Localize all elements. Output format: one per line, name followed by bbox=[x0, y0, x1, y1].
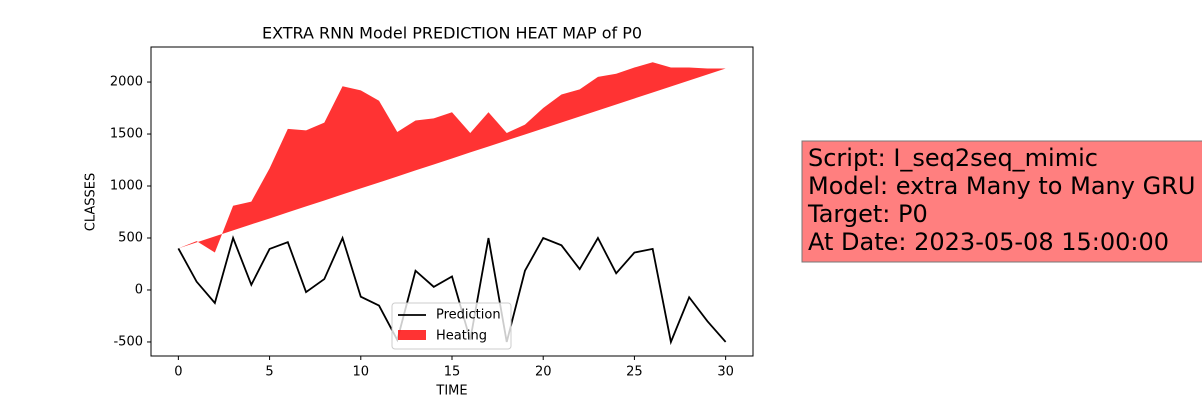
y-tick-label: 1000 bbox=[110, 179, 143, 194]
annotation-text: Script: I_seq2seq_mimic bbox=[808, 144, 1098, 172]
x-tick-label: 0 bbox=[174, 365, 182, 380]
legend-swatch bbox=[398, 330, 426, 340]
x-tick-label: 5 bbox=[265, 365, 273, 380]
x-tick-label: 20 bbox=[535, 365, 552, 380]
prediction-line bbox=[177, 235, 727, 346]
heating-area bbox=[178, 62, 726, 253]
annotation-text: At Date: 2023-05-08 15:00:00 bbox=[808, 228, 1169, 256]
x-tick-label: 25 bbox=[626, 365, 643, 380]
x-axis-label: TIME bbox=[435, 384, 467, 399]
chart-title: EXTRA RNN Model PREDICTION HEAT MAP of P… bbox=[262, 24, 642, 43]
annotation-text: Target: P0 bbox=[807, 200, 928, 228]
legend-label: Heating bbox=[436, 329, 487, 344]
y-tick-label: 0 bbox=[135, 282, 143, 297]
x-tick-label: 10 bbox=[353, 365, 370, 380]
plot-frame bbox=[150, 46, 754, 357]
y-axis-label: CLASSES bbox=[84, 173, 99, 231]
y-tick-label: -500 bbox=[113, 334, 143, 349]
y-tick-label: 1500 bbox=[110, 127, 143, 142]
y-tick-label: 500 bbox=[118, 230, 143, 245]
x-tick-label: 30 bbox=[717, 365, 734, 380]
annotation-text: Model: extra Many to Many GRU bbox=[808, 172, 1195, 200]
y-tick-label: 2000 bbox=[110, 75, 143, 90]
legend-label: Prediction bbox=[436, 308, 501, 323]
annotation-box bbox=[801, 140, 1202, 263]
x-tick-label: 15 bbox=[444, 365, 461, 380]
